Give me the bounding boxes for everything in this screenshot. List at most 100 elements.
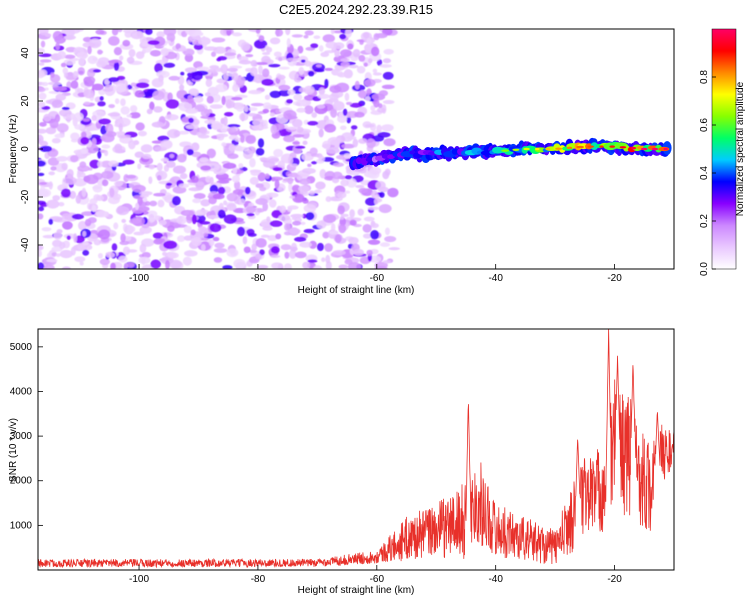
noise-blob [158,219,167,226]
noise-blob [223,116,228,126]
noise-blob [232,207,247,214]
noise-blob [113,61,120,71]
noise-blob [302,213,307,219]
noise-blob [273,148,284,158]
noise-blob [358,138,368,144]
noise-blob [323,214,337,224]
noise-blob [191,236,202,247]
snr-panel: -100 -80 -60 -40 -20 1000 2000 3000 4000 5000 He… [8,328,675,596]
noise-blob [318,155,325,162]
noise-blob [46,199,60,209]
signal-core [545,147,551,151]
noise-blob [214,242,225,249]
noise-blob [303,85,315,95]
noise-blob [314,189,322,194]
noise-blob [163,29,177,37]
noise-blob [112,193,122,201]
noise-blob [89,198,98,205]
noise-blob [52,30,63,41]
snr-frame [37,328,675,571]
noise-blob [167,129,181,139]
noise-blob [126,262,135,268]
spectrogram-x-tick-label: -20 [607,273,622,284]
noise-blob [74,256,86,263]
noise-blob [288,182,293,193]
noise-blob [38,29,49,36]
noise-blob [54,133,65,139]
noise-blob [71,213,84,220]
noise-blob [38,245,44,251]
noise-blob [167,92,173,102]
noise-blob [78,172,86,178]
noise-blob [38,128,47,134]
noise-blob [91,115,97,121]
noise-blob [294,236,307,242]
noise-blob [304,60,312,67]
spectrogram-signal-layer [349,137,672,171]
noise-blob [378,204,392,214]
noise-blob [104,84,114,92]
noise-blob [183,225,192,234]
noise-blob [191,71,203,81]
noise-blob [141,252,151,259]
colorbar-label: Normalized spectral amplitude [735,81,746,216]
noise-blob [330,222,336,232]
noise-blob [213,46,227,54]
noise-blob [55,42,60,51]
noise-blob [345,101,353,106]
noise-blob [87,217,97,224]
noise-blob [298,185,310,193]
noise-blob [212,236,220,242]
noise-blob [283,109,297,120]
noise-blob [160,139,173,150]
noise-blob [265,46,273,53]
noise-blob [108,77,120,83]
spectrogram-y-tick-label: -20 [20,189,31,204]
noise-blob [97,229,111,240]
noise-blob [382,260,392,264]
noise-blob [191,175,199,184]
noise-blob [101,170,114,180]
noise-blob [293,76,302,83]
noise-blob [48,218,54,225]
noise-blob [303,34,309,39]
noise-blob [130,105,138,113]
noise-blob [226,127,237,133]
noise-blob [177,130,190,135]
noise-blob [154,63,163,73]
noise-blob [260,234,270,238]
noise-blob [82,249,90,256]
noise-blob [296,107,306,113]
noise-blob [228,134,239,140]
noise-blob [108,36,120,46]
noise-blob [376,107,386,113]
noise-blob [383,138,396,147]
noise-blob [63,54,76,59]
noise-blob [245,54,254,58]
noise-blob [99,258,110,266]
noise-blob [200,244,206,251]
signal-core [555,147,563,150]
noise-blob [383,48,394,55]
noise-blob [221,142,227,147]
noise-blob [38,200,46,205]
noise-blob [165,40,172,44]
noise-blob [310,43,319,49]
noise-blob [180,71,185,76]
noise-blob [141,153,152,160]
noise-blob [92,184,103,193]
noise-blob [227,153,239,159]
noise-blob [69,190,77,199]
noise-blob [92,110,106,118]
noise-blob [340,213,349,218]
noise-blob [357,208,364,216]
noise-blob [134,151,144,158]
noise-blob [374,265,388,269]
noise-blob [370,105,376,111]
noise-blob [120,98,126,107]
colorbar-tick-label: 0.4 [699,166,710,180]
noise-blob [58,202,65,207]
noise-blob [118,134,131,139]
noise-blob [325,196,332,203]
noise-blob [176,153,187,163]
